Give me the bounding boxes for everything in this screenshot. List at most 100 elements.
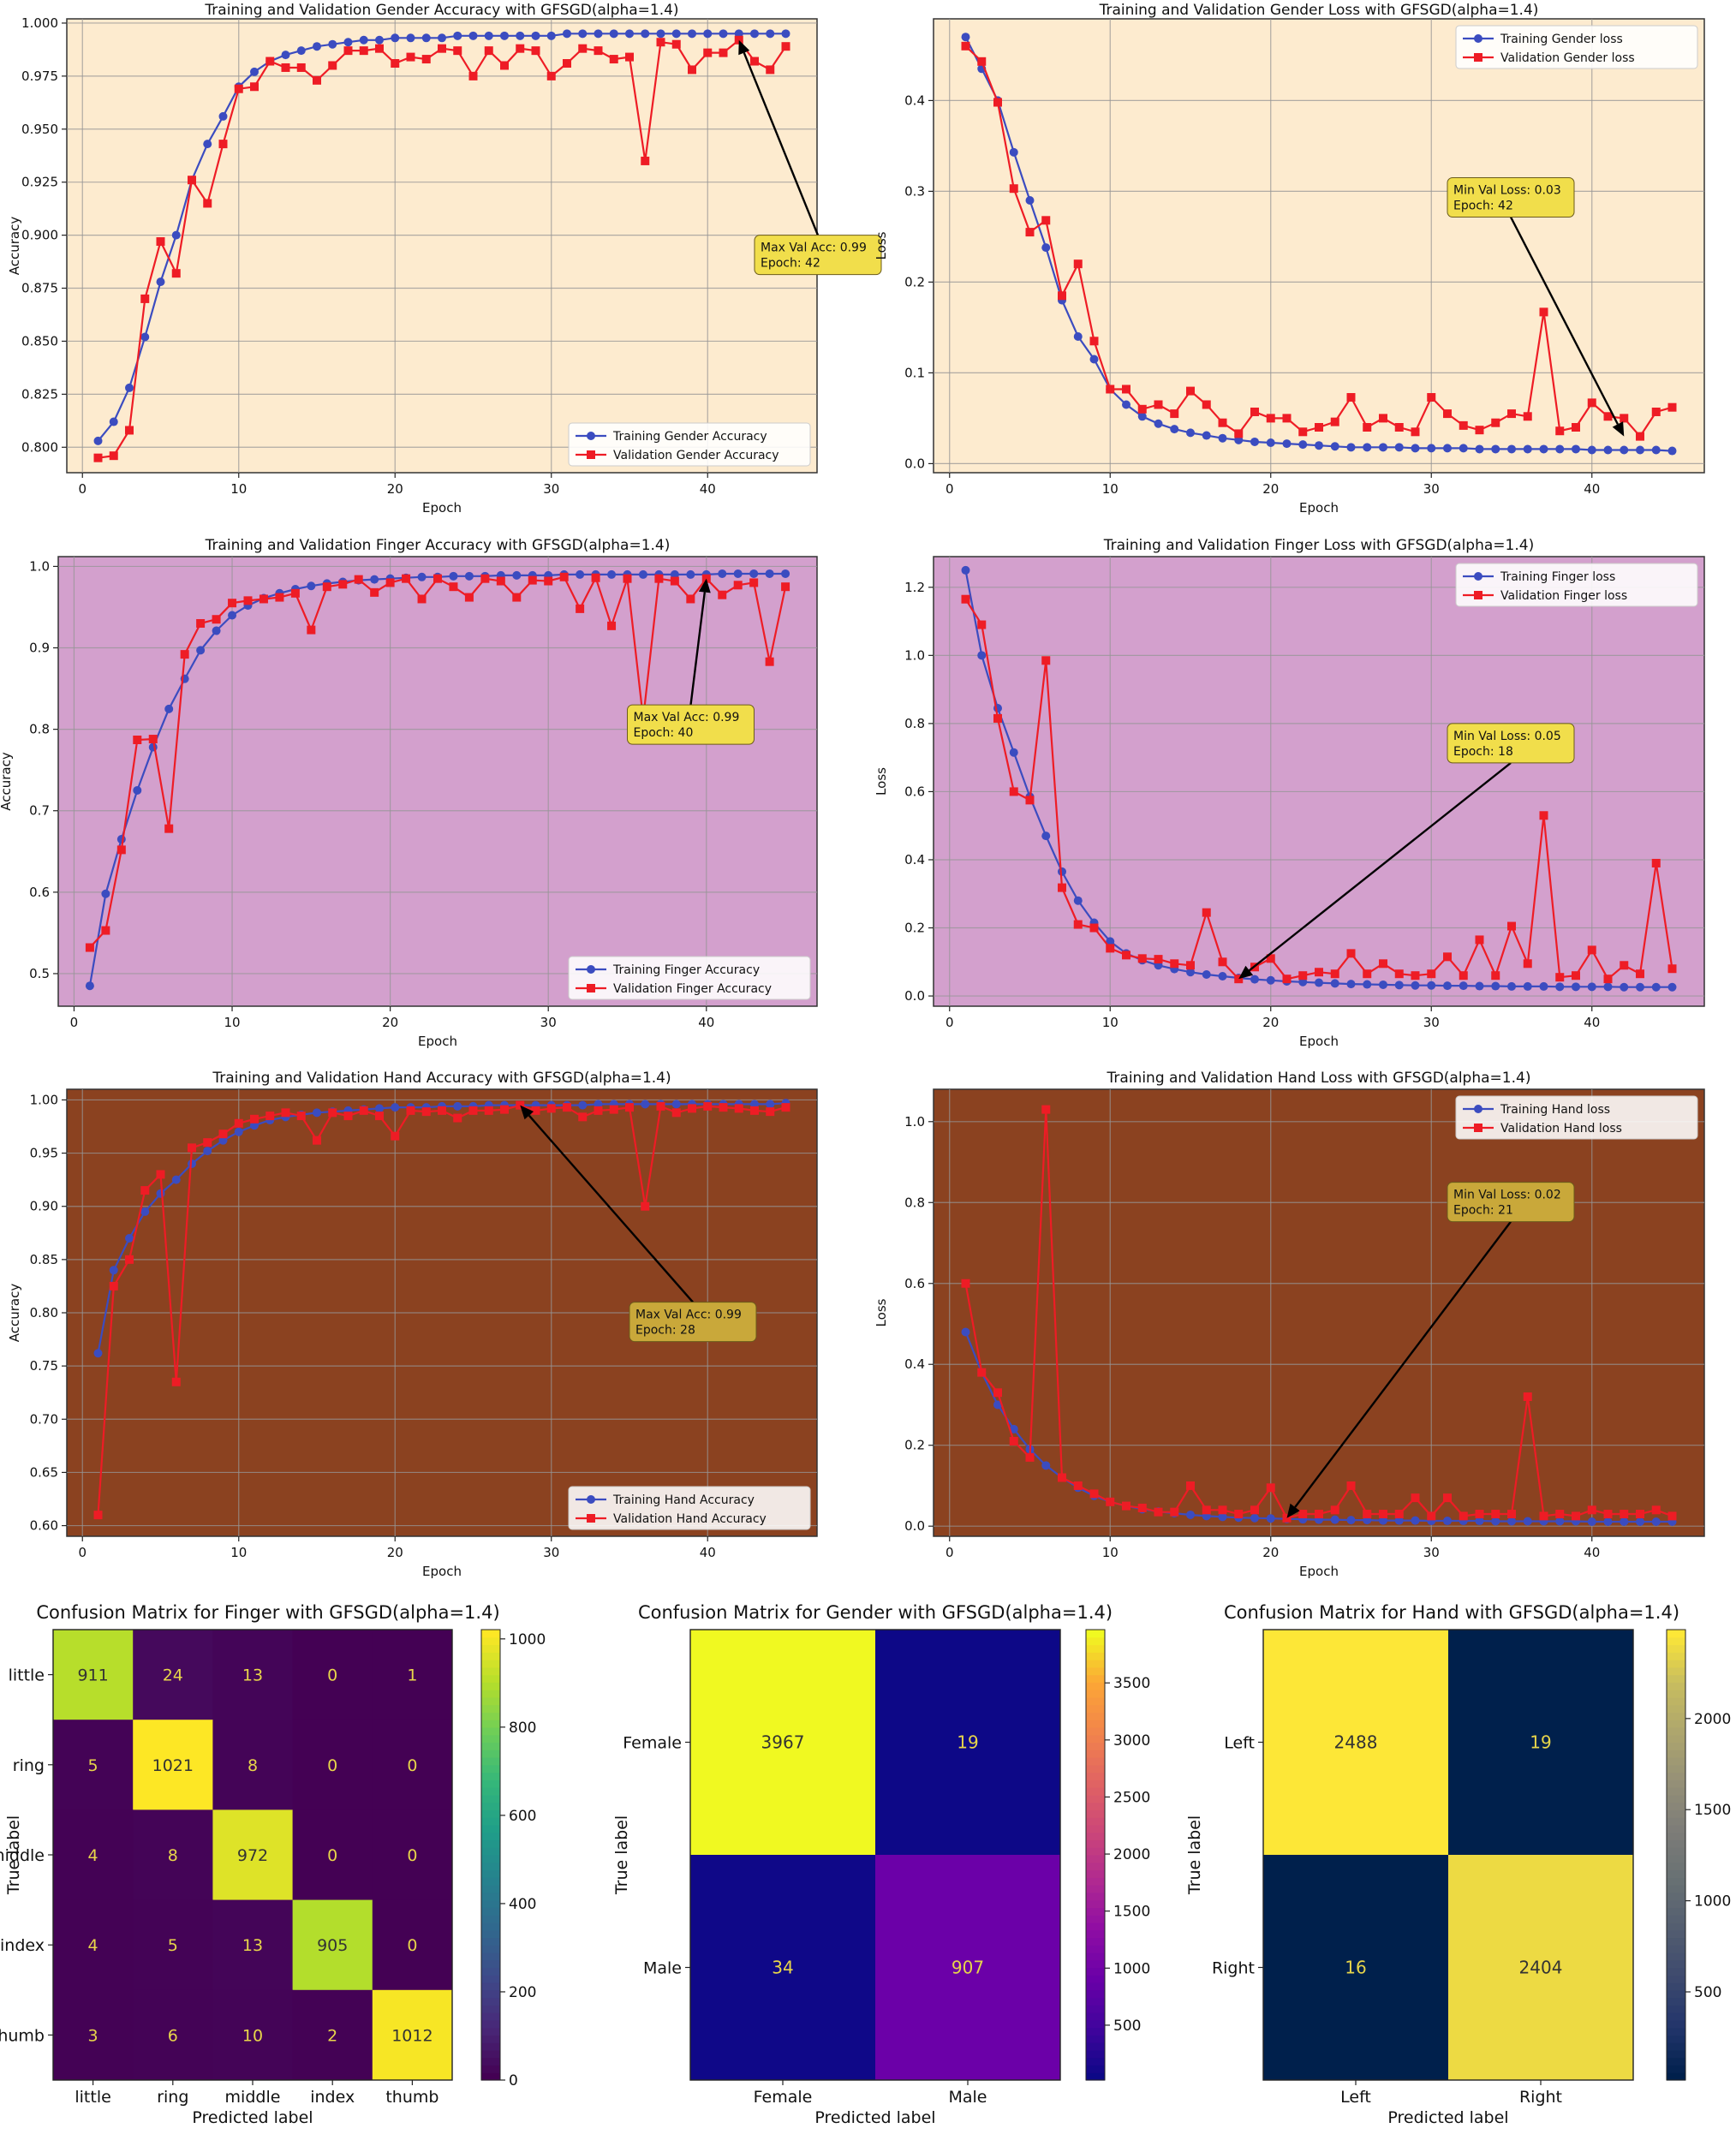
validation-point: [85, 943, 94, 952]
colorbar-segment: [1667, 1892, 1685, 1901]
validation-point: [402, 574, 411, 583]
validation-point: [250, 82, 259, 92]
y-tick-label: 0.80: [30, 1305, 58, 1320]
colorbar-segment: [1086, 1862, 1105, 1871]
colorbar-segment: [1086, 1734, 1105, 1744]
row-label: Left: [1224, 1734, 1255, 1753]
colorbar-segment: [1086, 1802, 1105, 1810]
legend-swatch-marker: [1474, 572, 1482, 581]
training-point: [1651, 982, 1661, 992]
validation-point: [328, 1108, 337, 1118]
cell-value: 10: [242, 2026, 263, 2045]
validation-point: [512, 593, 522, 602]
training-point: [1186, 428, 1195, 438]
colorbar-segment: [1086, 1989, 1105, 1999]
colorbar-segment: [1086, 1712, 1105, 1720]
validation-point: [1218, 1505, 1227, 1515]
validation-point: [468, 1106, 478, 1115]
validation-point: [656, 1101, 665, 1111]
colorbar-segment: [481, 1832, 500, 1841]
validation-point: [528, 575, 537, 585]
validation-point: [307, 625, 316, 635]
training-point: [133, 785, 142, 795]
validation-point: [993, 713, 1002, 723]
training-point: [307, 581, 316, 591]
annotation-line-2: Epoch: 40: [634, 726, 694, 740]
training-point: [1282, 439, 1292, 449]
validation-point: [1298, 427, 1308, 437]
validation-point: [1667, 964, 1677, 974]
colorbar-segment: [1667, 1742, 1685, 1750]
colorbar-segment: [481, 2027, 500, 2036]
training-point: [449, 571, 458, 581]
training-point: [516, 31, 525, 40]
y-tick-label: 0.4: [904, 92, 925, 108]
validation-point: [140, 294, 150, 303]
validation-point: [688, 65, 696, 75]
validation-point: [500, 1105, 509, 1114]
colorbar-tick-label: 1000: [1113, 1960, 1150, 1977]
validation-point: [1234, 429, 1244, 438]
colorbar-segment: [481, 2012, 500, 2021]
y-tick-label: 0.7: [29, 803, 50, 819]
y-tick-label: 0.70: [30, 1411, 58, 1427]
training-point: [1572, 444, 1580, 454]
colorbar-segment: [1086, 1877, 1105, 1886]
training-point: [1636, 982, 1644, 992]
colorbar-tick-label: 600: [509, 1808, 536, 1825]
colorbar-segment: [1086, 1720, 1105, 1728]
validation-point: [406, 1106, 415, 1115]
training-point: [406, 33, 415, 43]
colorbar-segment: [481, 2005, 500, 2013]
training-point: [1346, 1516, 1356, 1525]
validation-point: [101, 926, 110, 935]
annotation-line-2: Epoch: 42: [761, 257, 820, 271]
training-point: [733, 569, 743, 578]
validation-point: [1523, 1392, 1532, 1402]
matrix-cell: [372, 1899, 453, 1991]
colorbar-segment: [1667, 1817, 1685, 1826]
validation-point: [1491, 1510, 1500, 1519]
colorbar-segment: [1667, 1682, 1685, 1690]
cell-value: 0: [327, 1666, 337, 1685]
column-label: index: [310, 2088, 355, 2107]
colorbar-segment: [1667, 1885, 1685, 1893]
validation-point: [1266, 414, 1275, 423]
validation-point: [1475, 426, 1484, 435]
validation-point: [1379, 959, 1387, 969]
training-point: [961, 565, 970, 575]
colorbar-segment: [1086, 1855, 1105, 1863]
colorbar-segment: [481, 1712, 500, 1720]
training-point: [234, 1127, 243, 1136]
x-axis-label: Epoch: [1299, 500, 1339, 516]
validation-point: [609, 55, 618, 64]
validation-point: [1106, 944, 1115, 953]
validation-point: [391, 59, 400, 69]
training-point: [1041, 243, 1051, 253]
validation-point: [218, 140, 228, 149]
validation-point: [359, 46, 368, 56]
validation-point: [1587, 1505, 1596, 1515]
training-point: [750, 29, 759, 39]
training-point: [1298, 440, 1308, 450]
training-point: [453, 1101, 462, 1111]
colorbar-tick-label: 800: [509, 1720, 536, 1737]
validation-point: [234, 84, 243, 93]
training-point: [1266, 1514, 1275, 1523]
x-tick-label: 10: [230, 1545, 247, 1560]
annotation-line-2: Epoch: 28: [635, 1324, 695, 1338]
validation-point: [265, 1112, 275, 1121]
validation-point: [1137, 1503, 1147, 1512]
training-point: [993, 1400, 1002, 1410]
training-point: [453, 31, 462, 40]
colorbar-tick-label: 1500: [1113, 1904, 1150, 1921]
cm-finger-heatmap: 911 24 13 0 15 1021 8 0 04 8 972 0 04 5 13 905 03 6 10 2 101…: [0, 1629, 546, 2127]
legend-label: Validation Gender loss: [1500, 51, 1635, 65]
training-point: [1636, 1517, 1644, 1526]
training-point: [1041, 1461, 1051, 1470]
plot-background: [933, 1088, 1705, 1537]
annotation-line-1: Max Val Acc: 0.99: [634, 711, 740, 724]
colorbar-segment: [481, 1862, 500, 1871]
validation-point: [250, 1114, 259, 1124]
training-point: [1475, 981, 1484, 991]
